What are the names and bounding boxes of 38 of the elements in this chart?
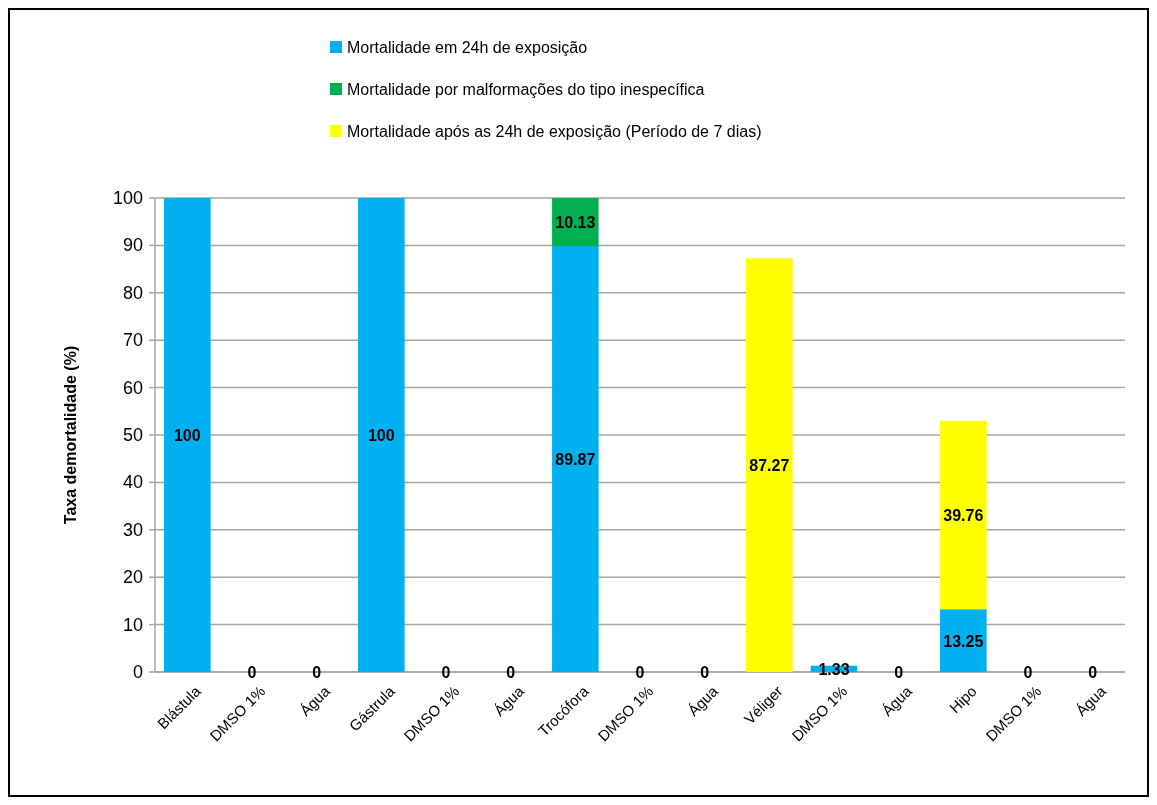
y-tick-label: 10 bbox=[122, 614, 143, 635]
y-tick-label: 50 bbox=[122, 425, 143, 445]
x-tick-label: Hipo bbox=[945, 681, 980, 716]
bar bbox=[940, 609, 987, 672]
legend-label: Mortalidade em 24h de exposição bbox=[347, 38, 588, 56]
y-tick-label: 20 bbox=[122, 567, 143, 588]
legend-label: Mortalidade após as 24h de exposição (Período de 7 dias) bbox=[347, 122, 762, 140]
bar bbox=[746, 258, 793, 672]
legend-label: Mortalidade por malformações do tipo inespecífica bbox=[347, 80, 705, 98]
y-tick-label: 40 bbox=[122, 472, 143, 493]
data-label: 100 bbox=[367, 426, 395, 444]
data-label: 39.76 bbox=[943, 506, 984, 524]
data-label: 0 bbox=[247, 663, 257, 681]
y-tick-label: 30 bbox=[122, 519, 143, 540]
data-label: 0 bbox=[1023, 663, 1033, 681]
data-label: 0 bbox=[635, 663, 645, 681]
data-label: 0 bbox=[441, 663, 451, 681]
y-tick-label: 100 bbox=[112, 188, 143, 208]
bar bbox=[358, 198, 405, 672]
data-label: 0 bbox=[894, 663, 904, 681]
bar bbox=[164, 198, 211, 672]
data-label: 0 bbox=[1088, 663, 1098, 681]
bar bbox=[940, 420, 987, 610]
y-tick-label: 70 bbox=[122, 330, 143, 351]
bar bbox=[552, 246, 599, 672]
y-tick-label: 90 bbox=[122, 235, 143, 256]
data-label: 0 bbox=[312, 663, 322, 681]
y-tick-label: 0 bbox=[132, 662, 143, 682]
y-axis-title: Taxa demortalidade (%) bbox=[61, 345, 79, 525]
data-label: 0 bbox=[700, 663, 710, 681]
data-label: 89.87 bbox=[555, 450, 596, 468]
data-label: 100 bbox=[173, 426, 201, 444]
data-label: 0 bbox=[506, 663, 516, 681]
data-label: 87.27 bbox=[749, 456, 790, 474]
y-tick-label: 80 bbox=[122, 282, 143, 303]
y-tick-label: 60 bbox=[122, 377, 143, 398]
data-label: 10.13 bbox=[555, 213, 596, 231]
data-label: 13.25 bbox=[943, 632, 984, 650]
